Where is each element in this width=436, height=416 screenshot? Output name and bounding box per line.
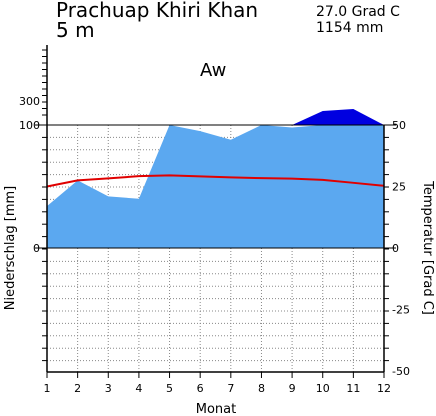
precipitation-area	[47, 125, 384, 248]
station-name: Prachuap Khiri Khan	[56, 0, 259, 22]
mean-temperature: 27.0 Grad C	[316, 4, 400, 20]
temperature-series	[46, 174, 385, 188]
precipitation-areas	[47, 109, 384, 248]
temperature-line	[46, 174, 385, 188]
station-elevation: 5 m	[56, 18, 95, 42]
x-axis-label: Monat	[196, 402, 236, 416]
tick-label-right: -50	[392, 365, 410, 378]
tick-label-left: 300	[19, 95, 40, 108]
y-axis-label-left: Niederschlag [mm]	[3, 186, 18, 311]
tick-label-right: -25	[392, 304, 410, 317]
axes	[35, 45, 396, 378]
tick-label-x: 12	[377, 382, 391, 395]
tick-label-x: 10	[316, 382, 330, 395]
tick-label-x: 9	[289, 382, 296, 395]
tick-label-right: 50	[392, 119, 406, 132]
tick-label-left: 100	[19, 119, 40, 132]
tick-label-left: 0	[33, 242, 40, 255]
tick-label-x: 3	[105, 382, 112, 395]
tick-label-right: 0	[392, 242, 399, 255]
tick-label-x: 11	[346, 382, 360, 395]
tick-label-x: 5	[166, 382, 173, 395]
annual-precipitation: 1154 mm	[316, 20, 384, 36]
tick-label-x: 6	[197, 382, 204, 395]
y-axis-label-right: Temperatur [Grad C]	[420, 180, 435, 315]
tick-label-x: 7	[227, 382, 234, 395]
tick-label-x: 4	[135, 382, 142, 395]
tick-label-x: 8	[258, 382, 265, 395]
tick-label-x: 1	[44, 382, 51, 395]
tick-label-x: 2	[74, 382, 81, 395]
climate-class: Aw	[200, 60, 227, 81]
precipitation-excess-area	[47, 109, 384, 125]
tick-label-right: 25	[392, 181, 406, 194]
